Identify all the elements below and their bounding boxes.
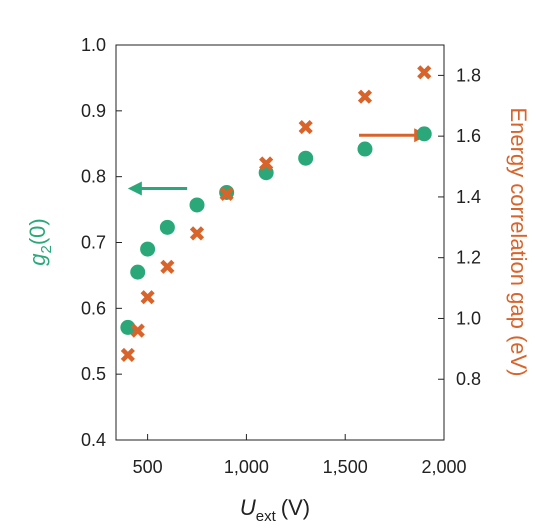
data-point-cross (120, 347, 135, 363)
data-marks (120, 65, 432, 363)
y-right-tick-label: 1.0 (456, 308, 481, 328)
y-left-tick-label: 0.7 (81, 233, 106, 253)
y-left-tick-label: 0.9 (81, 101, 106, 121)
x-axis-label: Uext (V) (240, 495, 310, 525)
annotation-arrows (127, 128, 429, 196)
data-point-circle (189, 197, 205, 213)
data-point-cross (160, 259, 175, 274)
y-right-tick-label: 1.2 (456, 248, 481, 268)
data-point-cross (298, 119, 313, 135)
x-axis-label-sub: ext (256, 508, 277, 525)
data-point-circle (298, 150, 314, 166)
x-tick-label: 500 (133, 457, 163, 477)
axes (115, 44, 445, 441)
y-right-tick-label: 1.4 (456, 187, 481, 207)
data-point-cross (357, 89, 373, 104)
plot-frame (115, 44, 445, 441)
y-left-tick-label: 0.5 (81, 364, 106, 384)
y-left-axis-label-main: g (25, 253, 50, 266)
data-point-circle (120, 319, 136, 335)
y-right-tick-label: 1.6 (456, 126, 481, 146)
ticks: 500 1,000 1,500 2,000 0.4 0.5 0.6 0.7 0.8 0.9 1.0 0… (81, 35, 481, 477)
x-axis-label-unit: (V) (281, 495, 310, 520)
x-axis-label-main: U (240, 495, 256, 520)
y-left-axis-label-rest: (0) (25, 218, 50, 245)
y-left-axis-label-sub: 2 (38, 245, 55, 253)
x-tick-label: 1,000 (224, 457, 269, 477)
data-point-cross (219, 186, 234, 201)
data-point-cross (130, 323, 145, 338)
y-right-axis-label: Energy correlation gap (eV) (506, 107, 531, 376)
data-point-circle (357, 141, 373, 157)
data-point-cross (140, 290, 155, 305)
x-tick-label: 2,000 (421, 457, 466, 477)
y-right-tick-label: 0.8 (456, 369, 481, 389)
data-point-circle (416, 126, 432, 142)
y-left-axis-label: g2(0) (25, 218, 55, 265)
data-point-circle (140, 241, 156, 257)
data-point-cross (189, 226, 205, 241)
y-left-tick-label: 0.6 (81, 298, 106, 318)
y-left-tick-label: 0.8 (81, 167, 106, 187)
data-point-circle (130, 264, 146, 280)
y-left-tick-label: 1.0 (81, 35, 106, 55)
data-point-cross (417, 65, 432, 80)
data-point-cross (259, 156, 274, 171)
y-right-tick-label: 1.8 (456, 65, 481, 85)
arrow-head-left (127, 181, 142, 196)
data-point-circle (159, 219, 175, 235)
y-left-tick-label: 0.4 (81, 430, 106, 450)
x-tick-label: 1,500 (323, 457, 368, 477)
